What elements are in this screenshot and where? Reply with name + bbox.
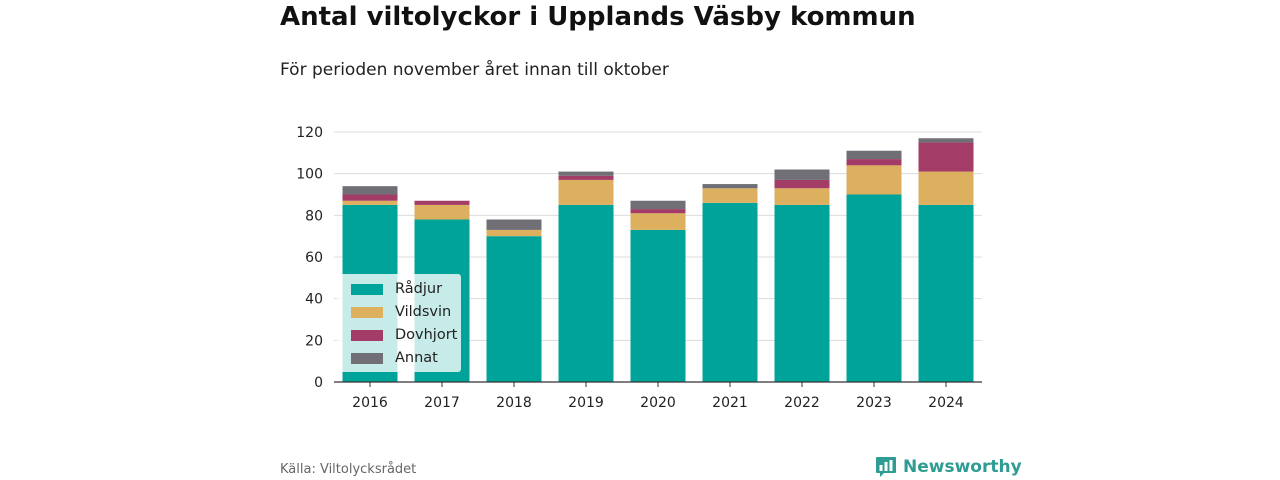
legend-item-vildsvin: Vildsvin [351,302,451,322]
newsworthy-logo-icon [876,457,896,477]
x-tick-label: 2016 [352,395,388,411]
bar-vildsvin-2017 [414,204,470,220]
bar-r-djur-2018 [486,236,542,382]
bar-r-djur-2021 [702,202,758,382]
legend-item-dovhjort: Dovhjort [351,325,457,345]
bar-annat-2021 [702,184,758,189]
chart-title: Antal viltolyckor i Upplands Väsby kommu… [280,2,916,32]
bar-dovhjort-2022 [774,179,830,189]
bar-r-djur-2023 [846,194,902,382]
bar-annat-2020 [630,200,686,210]
y-tick-label: 0 [314,375,323,391]
bar-dovhjort-2019 [558,175,614,180]
legend-swatch-vildsvin [351,306,383,318]
bar-dovhjort-2020 [630,209,686,214]
bar-annat-2022 [774,169,830,180]
y-tick-label: 80 [305,208,323,224]
bar-annat-2019 [558,171,614,176]
bar-vildsvin-2021 [702,188,758,203]
legend-item-radjur: Rådjur [351,279,442,299]
bar-r-djur-2022 [774,204,830,382]
x-tick-label: 2024 [928,395,964,411]
legend-label-vildsvin: Vildsvin [395,304,452,320]
bar-dovhjort-2024 [918,142,974,172]
chart-subtitle: För perioden november året innan till ok… [280,60,669,80]
x-tick-label: 2020 [640,395,676,411]
legend-item-annat: Annat [351,348,438,368]
brand-name: Newsworthy [903,457,1022,477]
bar-r-djur-2019 [558,204,614,382]
bar-vildsvin-2024 [918,171,974,205]
x-tick-label: 2018 [496,395,532,411]
chart-legend: Rådjur Vildsvin Dovhjort Annat [337,274,461,372]
y-tick-label: 40 [305,292,323,308]
bar-annat-2023 [846,150,902,160]
bar-vildsvin-2016 [342,200,398,205]
x-tick-label: 2022 [784,395,820,411]
bar-vildsvin-2019 [558,179,614,205]
bar-dovhjort-2016 [342,194,398,201]
y-tick-label: 100 [296,167,323,183]
bar-annat-2018 [486,219,542,230]
x-tick-label: 2017 [424,395,460,411]
legend-swatch-annat [351,352,383,364]
bar-r-djur-2024 [918,204,974,382]
bar-vildsvin-2018 [486,229,542,237]
bar-annat-2024 [918,138,974,143]
legend-label-radjur: Rådjur [395,281,443,297]
bar-vildsvin-2023 [846,165,902,195]
bar-r-djur-2020 [630,229,686,382]
legend-swatch-dovhjort [351,329,383,341]
y-tick-label: 20 [305,333,323,349]
bar-dovhjort-2017 [414,200,470,205]
legend-swatch-radjur [351,283,383,295]
x-tick-label: 2019 [568,395,604,411]
brand[interactable]: Newsworthy [875,455,1022,479]
bar-annat-2016 [342,186,398,195]
legend-label-annat: Annat [395,350,438,366]
bar-dovhjort-2023 [846,159,902,166]
y-tick-label: 120 [296,125,323,141]
x-tick-label: 2021 [712,395,748,411]
x-tick-label: 2023 [856,395,892,411]
legend-label-dovhjort: Dovhjort [395,327,458,343]
y-tick-label: 60 [305,250,323,266]
bar-vildsvin-2022 [774,188,830,205]
source-note: Källa: Viltolycksrådet [280,462,417,477]
bar-vildsvin-2020 [630,213,686,230]
